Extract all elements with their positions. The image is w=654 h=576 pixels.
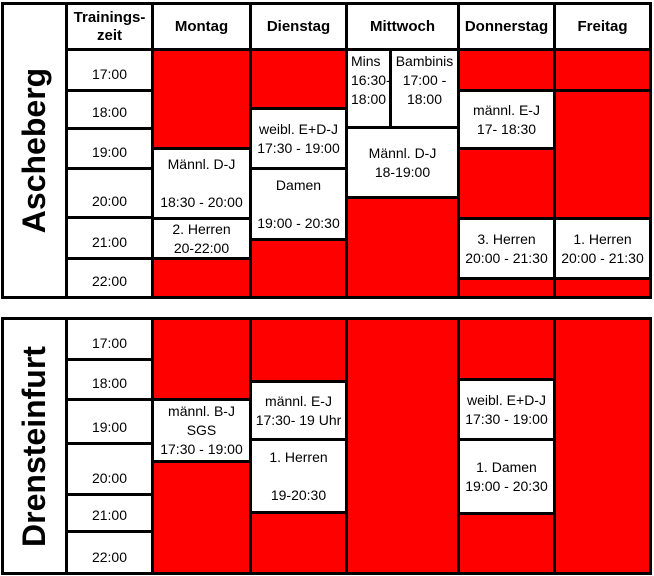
drensteinfurt-table: Drensteinfurt 17:00 18:00 19:00 20:00 21…	[1, 317, 652, 575]
entry-friday-herren1: 1. Herren 20:00 - 21:30	[556, 220, 649, 277]
ascheberg-table: Ascheberg Trainings- zeit Montag Diensta…	[1, 2, 652, 299]
entry-tuesday-weibliche: weibl. E+D-J 17:30 - 19:00	[252, 110, 345, 167]
entry-tuesday-herren1: 1. Herren 19-20:30	[252, 441, 345, 511]
location-label-ascheberg: Ascheberg	[4, 5, 65, 296]
entry-monday-herren2: 2. Herren 20-22:00	[154, 220, 249, 257]
red-block	[556, 51, 649, 89]
entry-thursday-e-jugend: männl. E-J 17- 18:30	[460, 92, 553, 147]
red-block	[348, 199, 457, 296]
red-block	[252, 514, 345, 572]
red-block	[556, 320, 649, 572]
day-header-freitag: Freitag	[556, 5, 649, 48]
day-header-dienstag: Dienstag	[252, 5, 345, 48]
red-block	[460, 515, 553, 572]
time-cell-2100: 21:00	[68, 219, 151, 257]
entry-wednesday-bambinis: Bambinis 17:00 - 18:00	[392, 51, 457, 126]
red-block	[460, 280, 553, 296]
time-cell-1800: 18:00	[68, 361, 151, 398]
time-cell-1900: 19:00	[68, 401, 151, 442]
location-label-text: Drensteinfurt	[16, 345, 52, 547]
red-block	[154, 463, 249, 572]
time-column-header: Trainings- zeit	[68, 5, 151, 48]
red-block	[460, 320, 553, 378]
red-block	[252, 51, 345, 107]
time-cell-2000: 20:00	[68, 170, 151, 216]
time-cell-2200: 22:00	[68, 260, 151, 296]
location-label-text: Ascheberg	[16, 67, 53, 234]
red-block	[348, 320, 457, 572]
entry-monday-b-jugend: männl. B-J SGS 17:30 - 19:00	[154, 401, 249, 460]
entry-tuesday-e-jugend: männl. E-J 17:30- 19 Uhr	[252, 383, 345, 438]
red-block	[556, 92, 649, 217]
red-block	[556, 280, 649, 296]
red-block	[460, 51, 553, 89]
red-block	[252, 241, 345, 296]
red-block	[154, 51, 249, 147]
red-block	[154, 320, 249, 398]
red-block	[154, 260, 249, 296]
time-cell-1700: 17:00	[68, 320, 151, 358]
entry-wednesday-d-jugend: Männl. D-J 18-19:00	[348, 129, 457, 196]
entry-tuesday-damen: Damen 19:00 - 20:30	[252, 170, 345, 238]
day-header-montag: Montag	[154, 5, 249, 48]
entry-thursday-herren3: 3. Herren 20:00 - 21:30	[460, 220, 553, 277]
location-label-drensteinfurt: Drensteinfurt	[4, 320, 65, 572]
day-header-mittwoch: Mittwoch	[348, 5, 457, 48]
red-block	[460, 150, 553, 217]
time-cell-2200: 22:00	[68, 533, 151, 572]
entry-monday-d-jugend: Männl. D-J 18:30 - 20:00	[154, 150, 249, 217]
entry-thursday-weibliche: weibl. E+D-J 17:30 - 19:00	[460, 381, 553, 438]
red-block	[252, 320, 345, 380]
time-cell-1900: 19:00	[68, 130, 151, 167]
time-cell-2100: 21:00	[68, 496, 151, 530]
time-cell-1700: 17:00	[68, 51, 151, 89]
time-cell-2000: 20:00	[68, 445, 151, 493]
day-header-donnerstag: Donnerstag	[460, 5, 553, 48]
entry-wednesday-minis: Mins 16:30- 18:00	[348, 51, 391, 126]
time-cell-1800: 18:00	[68, 92, 151, 127]
entry-thursday-damen1: 1. Damen 19:00 - 20:30	[460, 441, 553, 512]
